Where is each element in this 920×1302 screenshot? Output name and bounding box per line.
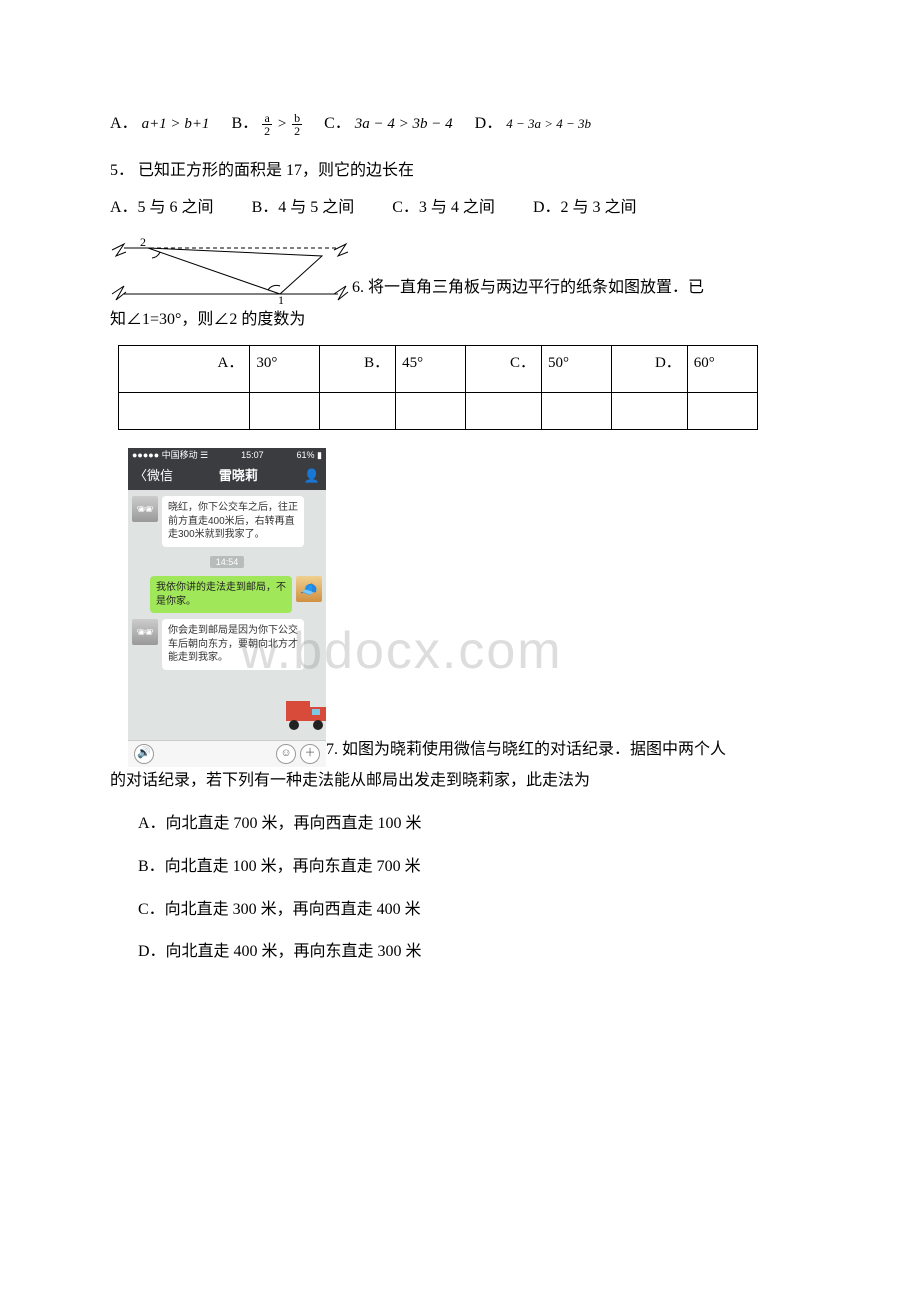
q7-opt-C: C．向北直走 300 米，再向西直走 400 米 xyxy=(138,896,820,925)
table-row: 45° xyxy=(396,346,466,393)
table-row: B． xyxy=(320,346,396,393)
q4-formula-A: a+1 > b+1 xyxy=(142,116,210,132)
nav-profile-icon: 👤 xyxy=(304,464,320,487)
q6-angle-table: A． 30° B． 45° C． 50° D． 60° xyxy=(118,345,758,430)
angle-1-label: 1 xyxy=(278,293,284,307)
phone-navbar: 〈微信 雷晓莉 👤 xyxy=(128,462,326,490)
table-row: A． xyxy=(119,346,250,393)
chat-bubble-incoming: 晓红，你下公交车之后，往正前方直走400米后，右转再直走300米就到我家了。 xyxy=(162,496,304,547)
q4-options: A． a+1 > b+1 B． a2 > b2 C． 3a − 4 > 3b −… xyxy=(110,110,820,139)
table-row: 30° xyxy=(250,346,320,393)
phone-status-bar: ●●●●● 中国移动 ☰ 15:07 61% ▮ xyxy=(128,448,326,462)
q5-opt-A: A．5 与 6 之间 xyxy=(110,194,214,223)
nav-back: 〈微信 xyxy=(134,464,173,487)
q4-opt-A: A． a+1 > b+1 xyxy=(110,110,209,139)
triangle-diagram: 2 1 xyxy=(110,236,350,308)
q4-formula-D: 4 − 3a > 4 − 3b xyxy=(506,116,591,131)
q7-opt-D: D．向北直走 400 米，再向东直走 300 米 xyxy=(138,938,820,967)
status-left: ●●●●● 中国移动 ☰ xyxy=(132,447,208,463)
q7-inline: 7. 如图为晓莉使用微信与晓红的对话纪录．据图中两个人 xyxy=(326,736,726,767)
q5-options: A．5 与 6 之间 B．4 与 5 之间 C．3 与 4 之间 D．2 与 3… xyxy=(110,194,820,223)
opt-label: B． xyxy=(231,115,258,132)
avatar-icon: 🕶 xyxy=(132,619,158,645)
phone-screenshot: ●●●●● 中国移动 ☰ 15:07 61% ▮ 〈微信 雷晓莉 👤 🕶 晓红，… xyxy=(128,448,326,767)
status-time: 15:07 xyxy=(241,447,264,463)
truck-icon xyxy=(282,693,332,733)
q7-row: ●●●●● 中国移动 ☰ 15:07 61% ▮ 〈微信 雷晓莉 👤 🕶 晓红，… xyxy=(110,448,820,767)
q4-opt-D: D． 4 − 3a > 4 − 3b xyxy=(475,110,591,139)
chat-bubble-outgoing: 我依你讲的走法走到邮局，不是你家。 xyxy=(150,576,292,613)
q4-formula-B: a2 > b2 xyxy=(262,116,302,132)
status-battery: 61% ▮ xyxy=(297,447,322,463)
q6-inline: 6. 将一直角三角板与两边平行的纸条如图放置．已 xyxy=(352,274,704,309)
q6-cont: 知∠1=30°，则∠2 的度数为 xyxy=(110,306,820,335)
angle-2-label: 2 xyxy=(140,236,146,249)
phone-chat-area: 🕶 晓红，你下公交车之后，往正前方直走400米后，右转再直走300米就到我家了。… xyxy=(128,490,326,740)
q5-opt-B: B．4 与 5 之间 xyxy=(252,194,355,223)
mic-icon: 🔊 xyxy=(134,744,154,764)
q5-stem: 5． 已知正方形的面积是 17，则它的边长在 xyxy=(110,157,820,186)
table-row: C． xyxy=(466,346,542,393)
avatar-icon: 🕶 xyxy=(132,496,158,522)
emoji-icon: ☺ xyxy=(276,744,296,764)
q4-formula-C: 3a − 4 > 3b − 4 xyxy=(355,116,453,132)
q4-opt-C: C． 3a − 4 > 3b − 4 xyxy=(324,110,453,139)
q5-opt-C: C．3 与 4 之间 xyxy=(392,194,495,223)
q6-figure-row: 2 1 6. 将一直角三角板与两边平行的纸条如图放置．已 xyxy=(110,236,820,308)
q7-opt-A: A．向北直走 700 米，再向西直走 100 米 xyxy=(138,810,820,839)
q7-answers: A．向北直走 700 米，再向西直走 100 米 B．向北直走 100 米，再向… xyxy=(110,810,820,967)
table-row: 60° xyxy=(687,346,757,393)
q7-opt-B: B．向北直走 100 米，再向东直走 700 米 xyxy=(138,853,820,882)
opt-label: A． xyxy=(110,115,138,132)
chat-timestamp: 14:54 xyxy=(132,553,322,573)
q5-opt-D: D．2 与 3 之间 xyxy=(533,194,637,223)
opt-label: C． xyxy=(324,115,351,132)
avatar-icon: 🧢 xyxy=(296,576,322,602)
phone-input-bar: 🔊 ☺ ＋ xyxy=(128,740,326,767)
opt-label: D． xyxy=(475,115,503,132)
q7-cont: 的对话纪录，若下列有一种走法能从邮局出发走到晓莉家，此走法为 xyxy=(110,767,820,796)
chat-bubble-incoming: 你会走到邮局是因为你下公交车后朝向东方，要朝向北方才能走到我家。 xyxy=(162,619,304,670)
nav-title: 雷晓莉 xyxy=(219,464,258,487)
table-row: 50° xyxy=(541,346,611,393)
plus-icon: ＋ xyxy=(300,744,320,764)
q4-opt-B: B． a2 > b2 xyxy=(231,110,302,139)
table-row: D． xyxy=(612,346,688,393)
